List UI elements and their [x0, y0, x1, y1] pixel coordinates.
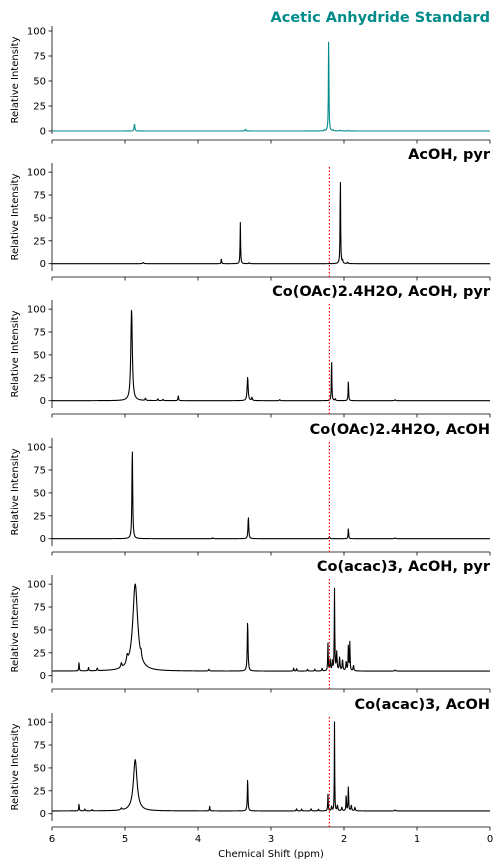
x-tick-label: 4 [195, 834, 201, 845]
spectrum-panel-1: Acetic Anhydride Standard 0 25 50 75 100 Relat… [10, 10, 491, 144]
y-axis-label: Relative Intensity [10, 585, 21, 672]
spectrum-line [51, 721, 491, 812]
y-tick-label: 100 [27, 27, 46, 38]
y-tick-label: 0 [40, 259, 46, 270]
y-tick-label: 0 [40, 127, 46, 138]
y-axis-label: Relative Intensity [10, 723, 21, 810]
x-tick-label: 5 [122, 834, 128, 845]
y-tick-label: 0 [40, 671, 46, 682]
spectrum-line [51, 41, 491, 132]
y-tick-label: 0 [40, 396, 46, 407]
y-tick-label: 50 [33, 763, 46, 774]
y-tick-label: 50 [33, 488, 46, 499]
y-tick-label: 50 [33, 625, 46, 636]
y-tick-label: 75 [33, 191, 46, 202]
x-tick-label: 1 [414, 834, 420, 845]
panel-title: Co(acac)3, AcOH [354, 697, 490, 713]
y-tick-label: 75 [33, 603, 46, 614]
y-axis-label: Relative Intensity [10, 310, 21, 397]
spectrum-panel-6: Co(acac)3, AcOH 0 25 50 75 100 6 5 4 3 2 1 0 Relative… [10, 697, 493, 860]
panel-title: Co(acac)3, AcOH, pyr [317, 559, 491, 575]
y-tick-label: 75 [33, 741, 46, 752]
spectrum-line [51, 181, 491, 265]
x-tick-label: 3 [268, 834, 274, 845]
y-tick-label: 25 [33, 373, 46, 384]
y-axis-label: Relative Intensity [10, 448, 21, 535]
y-axis-label: Relative Intensity [10, 173, 21, 260]
panel-title: Acetic Anhydride Standard [271, 10, 490, 26]
y-tick-label: 100 [27, 168, 46, 179]
y-tick-label: 25 [33, 236, 46, 247]
spectrum-panel-4: Co(OAc)2.4H2O, AcOH 0 25 50 75 100 Relative In… [10, 422, 491, 556]
y-tick-label: 75 [33, 52, 46, 63]
spectrum-panel-3: Co(OAc)2.4H2O, AcOH, pyr 0 25 50 75 100 Relati… [10, 284, 491, 418]
y-tick-label: 25 [33, 648, 46, 659]
y-tick-label: 75 [33, 466, 46, 477]
spectrum-panel-5: Co(acac)3, AcOH, pyr 0 25 50 75 100 Relative I… [10, 559, 491, 693]
y-tick-label: 50 [33, 213, 46, 224]
y-tick-label: 100 [27, 443, 46, 454]
y-tick-label: 100 [27, 305, 46, 316]
y-tick-label: 0 [40, 809, 46, 820]
panel-title: Co(OAc)2.4H2O, AcOH, pyr [272, 284, 491, 300]
y-tick-label: 100 [27, 718, 46, 729]
y-tick-label: 0 [40, 534, 46, 545]
spectrum-line [51, 451, 491, 540]
panel-title: AcOH, pyr [408, 147, 491, 163]
x-axis-label: Chemical Shift (ppm) [218, 849, 324, 860]
y-axis-label: Relative Intensity [10, 36, 21, 123]
x-tick-label: 2 [341, 834, 347, 845]
y-tick-label: 25 [33, 786, 46, 797]
y-tick-label: 100 [27, 580, 46, 591]
spectrum-line [51, 583, 491, 672]
y-tick-label: 75 [33, 328, 46, 339]
y-tick-label: 50 [33, 77, 46, 88]
panel-title: Co(OAc)2.4H2O, AcOH [310, 422, 490, 438]
spectrum-line [51, 309, 491, 402]
x-tick-label: 6 [49, 834, 55, 845]
x-tick-label: 0 [487, 834, 493, 845]
y-tick-label: 25 [33, 102, 46, 113]
y-tick-label: 50 [33, 350, 46, 361]
y-tick-label: 25 [33, 511, 46, 522]
spectrum-panel-2: AcOH, pyr 0 25 50 75 100 Relative Intensity [10, 147, 491, 281]
